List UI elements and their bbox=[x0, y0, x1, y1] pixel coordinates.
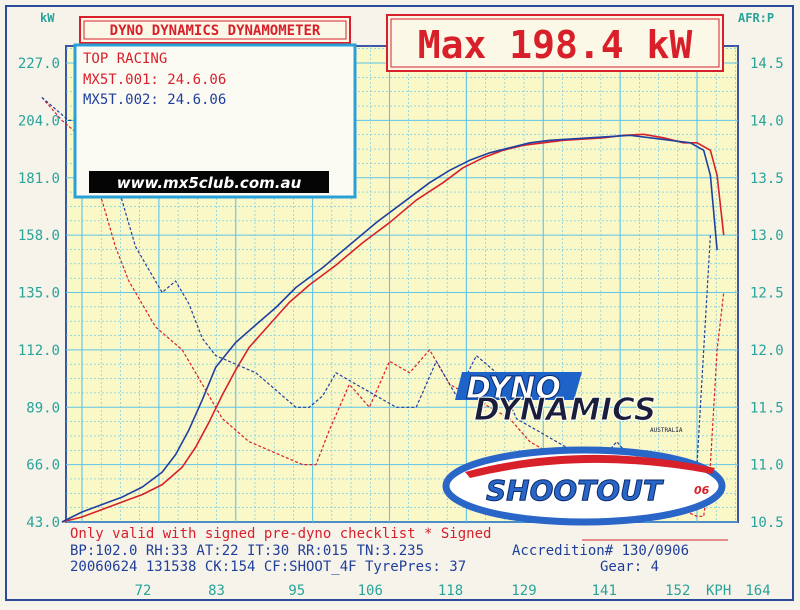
series-power-run1 bbox=[61, 133, 725, 523]
x-tick-label: 164 bbox=[745, 583, 770, 599]
x-tick-label: 141 bbox=[592, 583, 617, 599]
y2-tick-label: 13.0 bbox=[750, 228, 784, 244]
y2-tick-label: 13.5 bbox=[750, 171, 784, 187]
shootout-swoosh bbox=[465, 454, 715, 478]
left-tick-labels: 43.0 66.0 89.0 112.0 135.0 158.0 181.0 204.0 227… bbox=[18, 56, 60, 531]
legend-heading: TOP RACING bbox=[83, 51, 167, 67]
footer-gear: Gear: 4 bbox=[600, 559, 659, 575]
max-power-box-inner bbox=[390, 18, 720, 68]
y-tick-label: 112.0 bbox=[18, 343, 60, 359]
y-tick-label: 89.0 bbox=[26, 400, 60, 416]
footer-run-details: 20060624 131538 CK:154 CF:SHOOT_4F TyreP… bbox=[70, 559, 466, 575]
x-tick-label: 72 bbox=[135, 583, 152, 599]
bottom-tick-labels: 72 83 95 106 118 129 141 152 164 bbox=[135, 583, 771, 599]
dyno-logo-bottom-text: DYNAMICS bbox=[474, 392, 656, 428]
y2-axis-unit-label: AFR:P bbox=[738, 11, 774, 25]
y-tick-label: 135.0 bbox=[18, 286, 60, 302]
y-tick-label: 43.0 bbox=[26, 515, 60, 531]
y2-tick-label: 12.0 bbox=[750, 343, 784, 359]
right-tick-labels: 10.5 11.0 11.5 12.0 12.5 13.0 13.5 14.0 14.5 bbox=[750, 56, 784, 531]
x-tick-label: 83 bbox=[208, 583, 225, 599]
y-tick-label: 204.0 bbox=[18, 113, 60, 129]
chart-title: DYNO DYNAMICS DYNAMOMETER bbox=[110, 23, 321, 39]
x-axis-unit-label: KPH bbox=[706, 583, 731, 599]
series-power-run2 bbox=[61, 134, 718, 523]
legend-entry-run1: MX5T.001: 24.6.06 bbox=[83, 72, 226, 88]
y2-tick-label: 10.5 bbox=[750, 515, 784, 531]
y-tick-label: 158.0 bbox=[18, 228, 60, 244]
footer-conditions: BP:102.0 RH:33 AT:22 IT:30 RR:015 TN:3.2… bbox=[70, 543, 424, 559]
title-box-inner bbox=[83, 20, 347, 40]
club-url: www.mx5club.com.au bbox=[117, 174, 302, 192]
y-tick-label: 66.0 bbox=[26, 458, 60, 474]
y2-tick-label: 12.5 bbox=[750, 286, 784, 302]
y-axis-unit-label: kW bbox=[40, 11, 55, 25]
outer-frame bbox=[5, 5, 794, 601]
max-power-box bbox=[386, 14, 724, 72]
dyno-dynamics-logo: DYNO DYNAMICS AUSTRALIA bbox=[455, 371, 683, 434]
x-tick-label: 106 bbox=[358, 583, 383, 599]
x-tick-label: 95 bbox=[288, 583, 305, 599]
dyno-logo-top-text: DYNO bbox=[466, 371, 561, 406]
dyno-logo-country: AUSTRALIA bbox=[650, 427, 683, 434]
footer-accreditation: Accredition# 130/0906 bbox=[512, 543, 689, 559]
shootout-logo: SHOOTOUT 06 bbox=[442, 446, 726, 526]
footer-validity-note: Only valid with signed pre-dyno checklis… bbox=[70, 526, 491, 542]
shootout-year: 06 bbox=[694, 484, 710, 497]
y2-tick-label: 14.0 bbox=[750, 113, 784, 129]
y-tick-label: 181.0 bbox=[18, 171, 60, 187]
y2-tick-label: 11.0 bbox=[750, 458, 784, 474]
dyno-logo-blue-band bbox=[455, 372, 582, 400]
legend-entry-run2: MX5T.002: 24.6.06 bbox=[83, 92, 226, 108]
shootout-text: SHOOTOUT bbox=[486, 474, 664, 507]
series-afr-run2 bbox=[41, 96, 711, 489]
max-power-label: Max 198.4 kW bbox=[418, 23, 693, 67]
y2-tick-label: 14.5 bbox=[750, 56, 784, 72]
x-tick-label: 129 bbox=[511, 583, 536, 599]
url-banner bbox=[89, 171, 329, 193]
x-tick-label: 118 bbox=[438, 583, 463, 599]
y-tick-label: 227.0 bbox=[18, 56, 60, 72]
y2-tick-label: 11.5 bbox=[750, 400, 784, 416]
x-tick-label: 152 bbox=[665, 583, 690, 599]
